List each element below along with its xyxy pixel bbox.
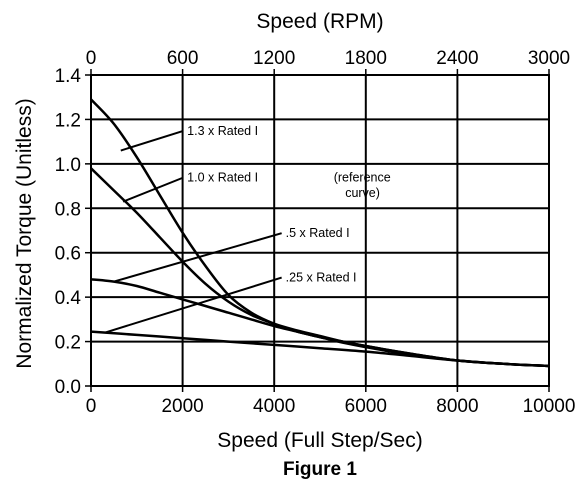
annotation-label: 1.0 x Rated I <box>187 171 258 185</box>
x-tick-label: 8000 <box>436 396 478 417</box>
y-tick-label: 0.4 <box>55 288 82 309</box>
x-tick-label: 0 <box>86 396 97 417</box>
y-tick-label: 0.6 <box>55 244 81 265</box>
y-axis-title: Normalized Torque (Unitless) <box>13 98 36 368</box>
x-tick-label: 4000 <box>253 396 295 417</box>
top-axis-title: Speed (RPM) <box>256 10 383 33</box>
y-tick-label: 1.4 <box>55 66 82 87</box>
series-lines <box>90 98 550 368</box>
x-axis-ticks: 0 2000 4000 6000 8000 10000 <box>86 386 576 417</box>
y-tick-label: 1.0 <box>55 155 81 176</box>
annotation-leader-line <box>104 276 282 334</box>
axes <box>90 74 550 387</box>
x2-tick-label: 0 <box>86 48 97 69</box>
bottom-axis-title: Speed (Full Step/Sec) <box>217 429 422 452</box>
x2-tick-label: 3000 <box>528 48 570 69</box>
grid <box>91 75 549 386</box>
annotation-leader-line <box>120 130 184 152</box>
figure-caption: Figure 1 <box>283 459 357 480</box>
x2-tick-label: 600 <box>167 48 199 69</box>
plot-frame <box>90 74 550 387</box>
annotation-leader-line <box>113 232 282 283</box>
x2-tick-label: 1200 <box>253 48 295 69</box>
y-tick-label: 0.0 <box>55 377 81 398</box>
series-line--25-x-rated-i <box>90 330 550 368</box>
y-tick-label: 0.2 <box>55 333 81 354</box>
x-tick-label: 10000 <box>523 396 576 417</box>
series-line--5-x-rated-i <box>90 278 550 368</box>
annotation-leader-line <box>122 176 184 203</box>
annotation-label: .25 x Rated I <box>286 271 357 285</box>
x-tick-label: 6000 <box>345 396 387 417</box>
annotation-label: curve) <box>345 186 380 200</box>
y-tick-label: 1.2 <box>55 110 81 131</box>
x2-axis-ticks: 0 600 1200 1800 2400 3000 <box>86 48 570 75</box>
annotation-label: (reference <box>334 171 391 185</box>
annotation-label: .5 x Rated I <box>286 226 350 240</box>
x2-tick-label: 1800 <box>345 48 387 69</box>
y-axis-ticks: 0.0 0.2 0.4 0.6 0.8 1.0 1.2 1.4 <box>55 66 91 398</box>
annotation-label: 1.3 x Rated I <box>187 124 258 138</box>
x2-tick-label: 2400 <box>436 48 478 69</box>
x-tick-label: 2000 <box>161 396 203 417</box>
annotations: 1.3 x Rated I 1.0 x Rated I .5 x Rated I .2… <box>104 124 391 334</box>
y-tick-label: 0.8 <box>55 199 81 220</box>
